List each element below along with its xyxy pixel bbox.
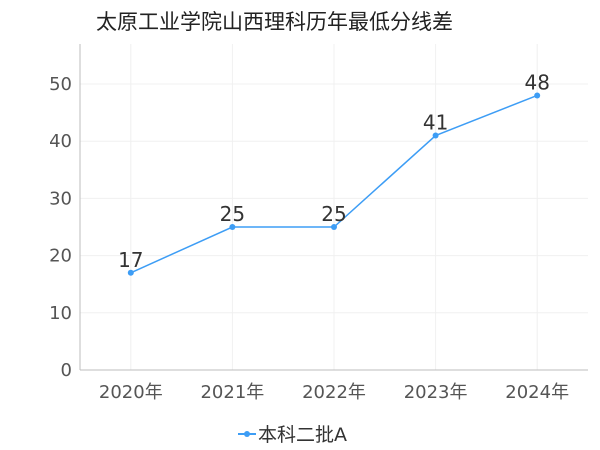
data-point — [331, 224, 337, 231]
data-point — [534, 92, 541, 99]
legend-label: 本科二批A — [258, 424, 347, 446]
data-label: 17 — [118, 248, 143, 272]
y-tick-label: 30 — [49, 188, 72, 209]
x-tick-label: 2024年 — [505, 382, 569, 403]
data-label: 25 — [220, 202, 245, 226]
data-label: 48 — [524, 70, 549, 94]
y-tick-label: 20 — [49, 246, 72, 267]
data-label: 25 — [321, 202, 346, 226]
legend-dot — [244, 430, 250, 437]
x-tick-label: 2023年 — [404, 382, 468, 403]
x-tick-label: 2021年 — [200, 382, 264, 403]
legend-marker-icon — [238, 428, 256, 440]
chart-title: 太原工业学院山西理科历年最低分线差 — [96, 10, 453, 34]
data-point — [229, 224, 236, 231]
data-point — [432, 132, 439, 139]
y-tick-label: 40 — [49, 131, 72, 152]
x-tick-label: 2022年 — [302, 382, 366, 403]
x-tick-label: 2020年 — [99, 382, 163, 403]
legend[interactable]: 本科二批A — [238, 420, 347, 447]
data-point — [127, 269, 134, 276]
y-tick-label: 50 — [49, 74, 72, 95]
data-label: 41 — [423, 111, 448, 135]
y-tick-label: 10 — [49, 303, 72, 324]
y-tick-label: 0 — [61, 360, 72, 381]
